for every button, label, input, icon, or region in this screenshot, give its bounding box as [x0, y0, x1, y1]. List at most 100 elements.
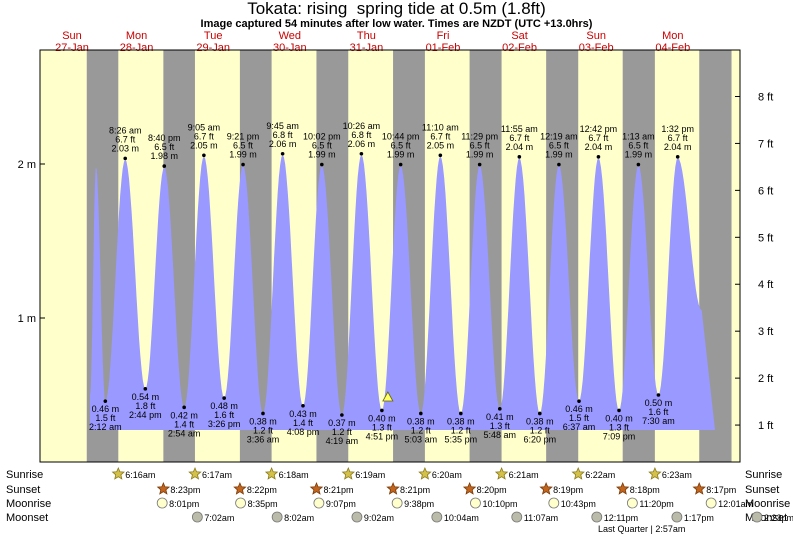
low-tide-ft: 1.3 ft — [490, 421, 511, 431]
right-axis-label: 8 ft — [758, 91, 773, 103]
low-tide-m: 0.48 m — [210, 401, 238, 411]
low-tide-ft: 1.4 ft — [293, 418, 314, 428]
high-tide-ft: 6.7 ft — [509, 133, 530, 143]
day-name-label: Sat — [511, 30, 528, 42]
low-tide-m: 0.38 m — [447, 416, 475, 426]
sunrise-time: 6:22am — [585, 470, 615, 480]
moonrise-time: 9:07pm — [326, 499, 356, 509]
sunrise-icon — [571, 466, 585, 480]
low-tide-time: 5:03 am — [405, 434, 438, 444]
day-name-label: Sun — [62, 30, 82, 42]
day-name-label: Fri — [437, 30, 450, 42]
high-tide-m: 1.98 m — [151, 151, 179, 161]
high-tide-ft: 6.8 ft — [351, 130, 372, 140]
sunset-time: 8:18pm — [630, 485, 660, 495]
high-tide-m: 2.04 m — [664, 142, 692, 152]
moonset-time: 7:02am — [204, 513, 234, 523]
sunset-icon — [309, 481, 324, 495]
moonrise-time: 11:20pm — [639, 499, 673, 509]
low-tide-m: 0.42 m — [170, 410, 198, 420]
day-name-label: Sun — [586, 30, 606, 42]
high-tide-time: 10:26 am — [343, 121, 381, 131]
high-tide-dot — [241, 162, 245, 167]
high-tide-m: 2.04 m — [585, 142, 613, 152]
sunset-icon — [539, 481, 553, 495]
sunset-icon — [616, 481, 630, 495]
sunrise-time: 6:21am — [509, 470, 539, 480]
sun-moon-rows: Sunrise Sunrise Sunset Sunset Moonrise Moonri… — [6, 466, 793, 534]
left-axis-label: 1 m — [18, 313, 36, 325]
high-tide-time: 10:44 pm — [382, 132, 420, 142]
sunset-icon — [692, 481, 706, 495]
sunset-time: 8:21pm — [400, 485, 430, 495]
high-tide-ft: 6.5 ft — [549, 141, 570, 151]
moonset-icon — [191, 511, 203, 523]
moonset-time: 9:02am — [364, 513, 394, 523]
sunset-icon — [156, 481, 171, 495]
high-tide-dot — [557, 162, 561, 167]
moonset-icon — [671, 511, 683, 523]
day-date-label: 31-Jan — [350, 42, 384, 54]
low-tide-time: 4:51 pm — [366, 431, 399, 441]
high-tide-dot — [636, 162, 641, 167]
low-tide-ft: 1.2 ft — [411, 425, 432, 435]
low-tide-m: 0.54 m — [132, 392, 160, 402]
sunset-time: 8:19pm — [553, 485, 583, 495]
moon-phase-label: Last Quarter | 2:57am — [598, 524, 685, 534]
right-axis-label: 6 ft — [758, 185, 773, 197]
low-tide-ft: 1.5 ft — [95, 413, 116, 423]
low-tide-time: 2:12 am — [89, 422, 122, 432]
sunrise-time: 6:19am — [355, 470, 385, 480]
low-tide-dot — [380, 408, 384, 413]
sunrise-time: 6:17am — [202, 470, 232, 480]
day-date-label: 01-Feb — [426, 42, 461, 54]
chart-title: Tokata: rising spring tide at 0.5m (1.8f… — [247, 0, 546, 18]
moonrise-icon — [705, 497, 717, 509]
right-axis-label: 1 ft — [758, 420, 773, 432]
high-tide-ft: 6.7 ft — [668, 133, 689, 143]
high-tide-ft: 6.5 ft — [154, 142, 175, 152]
sunrise-icon — [341, 466, 356, 480]
high-tide-ft: 6.8 ft — [273, 130, 294, 140]
sunrise-icon — [264, 466, 279, 480]
low-tide-ft: 1.2 ft — [253, 425, 274, 435]
low-tide-dot — [103, 399, 108, 403]
high-tide-time: 11:55 am — [501, 124, 538, 134]
low-tide-dot — [656, 393, 661, 397]
low-tide-dot — [459, 411, 463, 416]
row-label-left: Moonrise — [6, 498, 51, 510]
moonrise-time: 10:43pm — [561, 499, 596, 509]
low-tide-m: 0.50 m — [645, 398, 673, 408]
moonrise-time: 12:01am — [718, 499, 753, 509]
day-date-label: 27-Jan — [55, 42, 89, 54]
low-tide-ft: 1.2 ft — [451, 425, 472, 435]
left-axis-label: 2 m — [18, 159, 36, 171]
moonset-icon — [511, 511, 523, 523]
moonrise-icon — [470, 497, 481, 509]
low-tide-time: 3:26 pm — [208, 419, 241, 429]
sunset-time: 8:17pm — [706, 485, 736, 495]
moonset-icon — [431, 511, 443, 523]
plot-frame — [39, 49, 741, 463]
high-tide-time: 9:21 pm — [227, 132, 260, 142]
low-tide-ft: 1.6 ft — [214, 410, 235, 420]
sunrise-time: 6:23am — [662, 470, 692, 480]
sunrise-icon — [111, 466, 125, 480]
day-date-label: 02-Feb — [502, 42, 537, 54]
low-tide-dot — [261, 411, 265, 416]
day-name-label: Wed — [279, 30, 301, 42]
sunset-time: 8:22pm — [247, 485, 277, 495]
high-tide-time: 8:40 pm — [148, 133, 181, 143]
high-tide-dot — [162, 164, 167, 168]
low-tide-m: 0.38 m — [407, 416, 435, 426]
moonrise-icon — [548, 497, 560, 509]
low-tide-time: 7:09 pm — [603, 431, 636, 441]
tide-labels: 8:26 am6.7 ft2.03 m8:40 pm6.5 ft1.98 m9:… — [89, 121, 694, 446]
low-tide-ft: 1.2 ft — [530, 425, 551, 435]
high-tide-ft: 6.5 ft — [233, 141, 254, 151]
sunset-time: 8:21pm — [323, 485, 353, 495]
sunset-time: 8:23pm — [170, 485, 200, 495]
low-tide-ft: 1.8 ft — [135, 401, 156, 411]
low-tide-m: 0.46 m — [92, 404, 120, 414]
high-tide-dot — [123, 156, 128, 161]
